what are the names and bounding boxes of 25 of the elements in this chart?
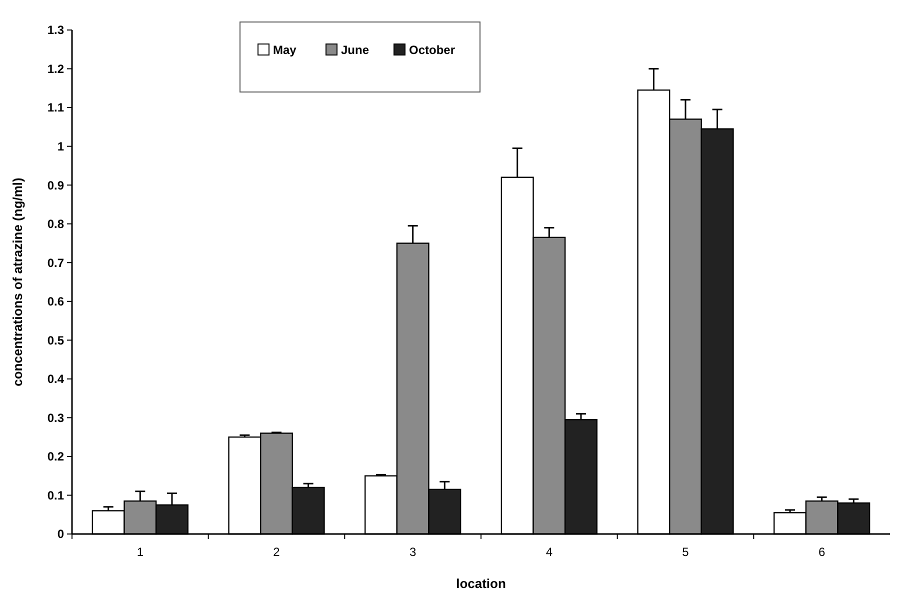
y-tick-label: 0.6 bbox=[47, 294, 64, 309]
y-tick-label: 0.4 bbox=[47, 372, 64, 386]
y-tick-label: 0.1 bbox=[47, 488, 64, 502]
legend-label: October bbox=[409, 43, 456, 57]
y-tick-label: 0.5 bbox=[47, 333, 64, 348]
legend-label: May bbox=[273, 43, 297, 57]
y-tick-label: 0.8 bbox=[47, 217, 64, 232]
y-tick-label: 1.3 bbox=[47, 23, 64, 38]
y-tick-label: 1.2 bbox=[47, 62, 64, 76]
y-tick-label: 0.9 bbox=[47, 178, 64, 192]
x-tick-label: 2 bbox=[273, 545, 280, 559]
x-tick-label: 1 bbox=[136, 545, 144, 559]
y-tick-label: 1 bbox=[57, 140, 64, 154]
x-tick-label: 6 bbox=[818, 545, 826, 559]
y-axis-title: concentrations of atrazine (ng/ml) bbox=[10, 178, 25, 386]
y-tick-label: 0.2 bbox=[47, 450, 64, 464]
y-tick-label: 1.1 bbox=[47, 100, 64, 115]
x-axis-title: location bbox=[456, 576, 506, 591]
y-tick-label: 0.3 bbox=[47, 410, 64, 425]
x-tick-label: 4 bbox=[546, 545, 553, 559]
x-tick-label: 3 bbox=[409, 545, 416, 559]
y-tick-label: 0 bbox=[57, 527, 64, 542]
legend-label: June bbox=[341, 43, 370, 57]
y-tick-label: 0.7 bbox=[47, 256, 64, 270]
x-tick-label: 5 bbox=[682, 545, 690, 559]
